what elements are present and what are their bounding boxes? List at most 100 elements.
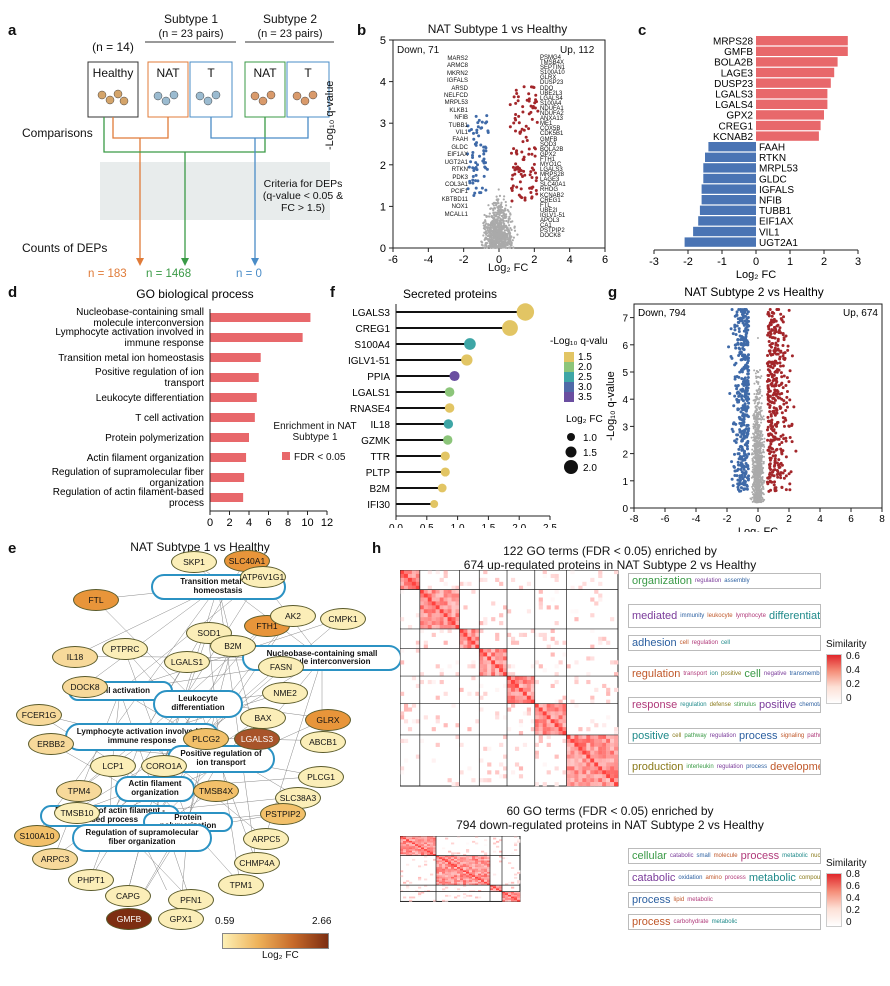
heatmap-cell bbox=[610, 734, 615, 740]
heatmap-cell bbox=[495, 660, 500, 665]
heatmap-cell bbox=[415, 839, 419, 842]
heatmap-cell bbox=[481, 858, 485, 861]
heatmap-cell bbox=[602, 636, 607, 641]
heatmap-cell bbox=[483, 656, 488, 661]
point-up bbox=[519, 187, 523, 191]
point-ns bbox=[763, 455, 766, 458]
x-tick-label: -2 bbox=[723, 514, 732, 525]
point-up bbox=[766, 425, 770, 429]
heatmap-cell bbox=[578, 778, 583, 783]
heatmap-cell bbox=[415, 570, 421, 575]
point-down bbox=[477, 134, 481, 138]
heatmap-cell bbox=[594, 754, 599, 759]
point-up bbox=[766, 353, 770, 357]
heatmap-cell bbox=[436, 880, 440, 883]
go-term-node: Regulation of supramolecular fiber organ… bbox=[72, 823, 212, 852]
category-label: PPIA bbox=[367, 372, 390, 383]
heatmap-cell bbox=[554, 707, 559, 712]
point-down bbox=[734, 384, 738, 388]
heatmap-cell bbox=[433, 847, 437, 850]
heatmap-cell bbox=[514, 691, 520, 696]
heatmap-cell bbox=[522, 632, 528, 637]
heatmap-cell bbox=[507, 672, 512, 677]
heatmap-cell bbox=[419, 628, 424, 634]
wordcloud-word: response bbox=[632, 699, 678, 711]
heatmap-cell bbox=[430, 845, 434, 848]
heatmap-cell bbox=[460, 883, 464, 886]
point-ns bbox=[498, 240, 501, 243]
down-count: Down, 794 bbox=[638, 308, 686, 319]
bar-label: EIF1AX bbox=[759, 217, 794, 228]
point-down bbox=[737, 353, 741, 357]
point-up bbox=[780, 391, 784, 395]
heatmap-cell bbox=[602, 770, 607, 775]
heatmap-cell bbox=[542, 632, 547, 637]
heatmap-cell bbox=[483, 778, 488, 783]
heatmap-cell bbox=[460, 876, 464, 879]
heatmap-cell bbox=[542, 703, 547, 708]
heatmap-cell bbox=[466, 876, 470, 879]
heatmap-cell bbox=[590, 750, 595, 755]
heatmap-cell bbox=[499, 672, 504, 677]
heatmap-cell bbox=[430, 873, 434, 876]
point-ns bbox=[755, 395, 758, 398]
point-ns bbox=[752, 471, 755, 474]
point-up bbox=[765, 428, 769, 432]
heatmap-cell bbox=[423, 617, 428, 622]
heatmap-cell bbox=[419, 597, 424, 602]
point-ns bbox=[489, 227, 492, 230]
heatmap-cell bbox=[430, 854, 434, 856]
heatmap-cell bbox=[447, 664, 452, 669]
heatmap-cell bbox=[522, 679, 528, 685]
heatmap-cell bbox=[400, 837, 404, 840]
heatmap-cell bbox=[469, 876, 473, 879]
heatmap-cell bbox=[510, 770, 516, 775]
heatmap-cell bbox=[448, 894, 452, 897]
heatmap-cell bbox=[594, 770, 599, 775]
heatmap-cell bbox=[508, 894, 512, 897]
bar-chart-d: GO biological processNucleobase-containi… bbox=[52, 287, 333, 528]
heatmap-cell bbox=[427, 836, 431, 838]
point-ns bbox=[505, 229, 508, 232]
heatmap-cell bbox=[558, 699, 563, 704]
heatmap-cell bbox=[526, 581, 531, 586]
point-up bbox=[510, 189, 514, 193]
gene-label: DUSP23 bbox=[540, 80, 564, 87]
gene-label: CA1 bbox=[540, 223, 552, 230]
bar-label: KCNAB2 bbox=[713, 132, 753, 143]
heatmap-cell bbox=[570, 609, 575, 614]
heatmap-cell bbox=[538, 605, 543, 610]
point-ns bbox=[503, 233, 506, 236]
heatmap-cell bbox=[423, 613, 428, 618]
point-up bbox=[782, 374, 786, 378]
heatmap-cell bbox=[442, 883, 446, 886]
point-ns bbox=[757, 433, 760, 436]
heatmap-cell bbox=[427, 589, 432, 594]
heatmap-cell bbox=[507, 707, 512, 712]
heatmap-cell bbox=[517, 891, 521, 894]
heatmap-cell bbox=[566, 774, 571, 779]
point-ns bbox=[490, 232, 493, 236]
heatmap-cell bbox=[538, 597, 543, 602]
heatmap-cell bbox=[590, 782, 595, 787]
point-up bbox=[771, 454, 775, 458]
heatmap-cell bbox=[424, 837, 428, 840]
point-ns bbox=[762, 415, 765, 418]
heatmap-cell bbox=[484, 880, 488, 883]
heatmap-cell bbox=[436, 863, 440, 866]
x-tick-label: 4 bbox=[817, 514, 823, 525]
heatmap-cell bbox=[499, 860, 503, 863]
point-ns bbox=[763, 445, 766, 448]
heatmap-cell bbox=[578, 585, 583, 590]
point-up bbox=[775, 422, 779, 426]
legend-color-swatch bbox=[564, 372, 574, 382]
point-up bbox=[780, 449, 784, 453]
heatmap-cell bbox=[466, 862, 470, 865]
point-ns bbox=[760, 438, 763, 441]
point-up bbox=[528, 186, 532, 190]
point-up bbox=[769, 332, 773, 336]
heatmap-cell bbox=[472, 855, 476, 858]
point-down bbox=[741, 321, 745, 325]
panel-h-title2-line1: 60 GO terms (FDR < 0.05) enriched by bbox=[506, 804, 714, 818]
heatmap-cell bbox=[472, 876, 476, 879]
